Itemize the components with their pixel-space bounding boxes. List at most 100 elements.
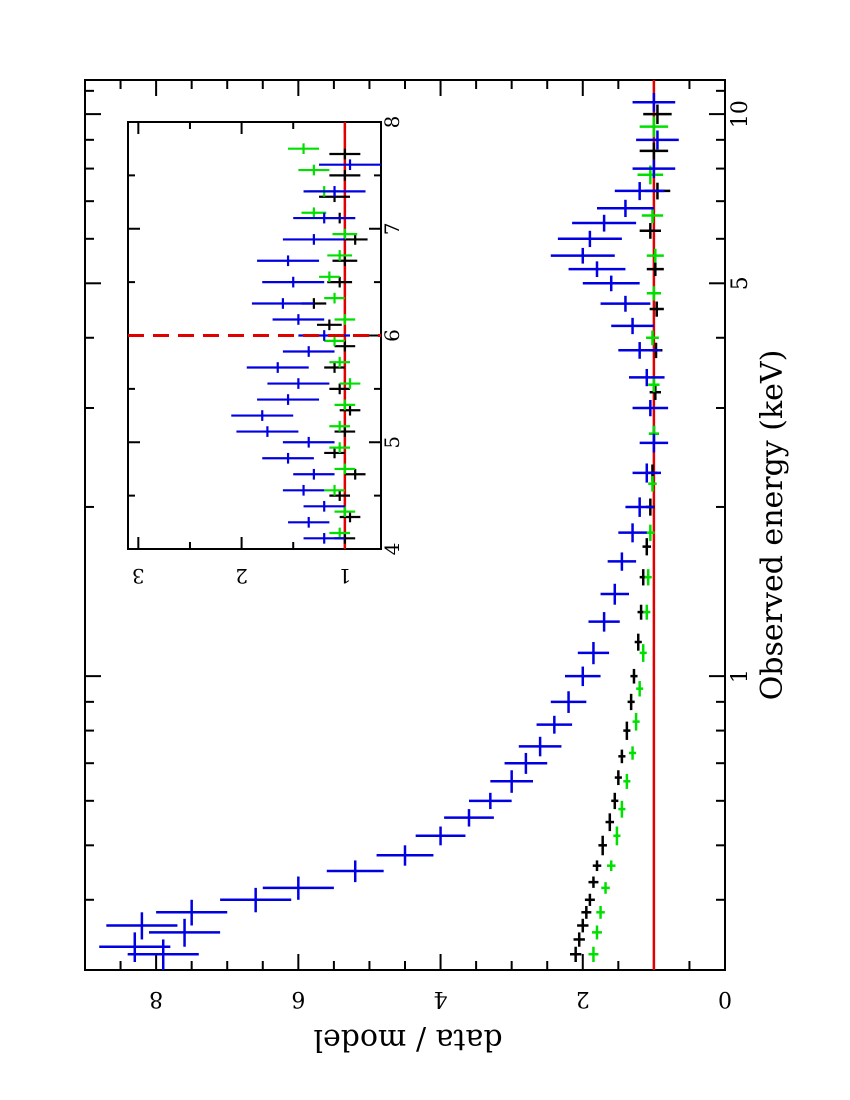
data-point-blue [220, 887, 292, 913]
inset-y-tick-label: 2 [235, 564, 248, 588]
data-point-green [623, 773, 631, 789]
inset-data-point-black [339, 511, 361, 523]
data-point-green [641, 208, 664, 224]
data-point-black [639, 142, 669, 160]
data-point-blue [577, 642, 610, 665]
data-point-blue [156, 899, 228, 926]
data-point-blue [632, 159, 676, 178]
main-ticks [84, 80, 726, 970]
inset-tick-labels: 4 5 6 7 8 1 2 3 [132, 116, 404, 588]
data-point-blue [262, 876, 334, 900]
x-tick-label: 5 [728, 276, 753, 290]
inset-data-point-green [324, 484, 345, 496]
data-point-blue [582, 275, 640, 292]
data-point-blue [504, 752, 548, 774]
inset-data-point-black [342, 234, 368, 245]
data-point-blue [127, 939, 199, 970]
data-point-green [596, 905, 605, 919]
inset-y-tick-label: 1 [338, 564, 351, 588]
inset-data-point-green [334, 463, 356, 475]
data-point-blue [588, 612, 620, 632]
data-point-black [623, 721, 631, 740]
inset-data-point-green [334, 399, 356, 411]
data-point-black [618, 749, 626, 764]
inset-data-point-blue [303, 532, 345, 544]
inset-y-tick-label: 3 [132, 564, 145, 588]
inset-data-point-green [329, 356, 351, 368]
inset-data-point-black [324, 362, 345, 373]
data-point-blue [550, 247, 615, 264]
y-tick-label: 2 [576, 986, 590, 1011]
data-point-blue [565, 666, 601, 687]
inset-data-point-blue [251, 298, 314, 309]
data-point-green [606, 860, 616, 872]
inset-data-point-green [329, 442, 351, 453]
inset-data-point-green [329, 527, 351, 539]
data-point-blue [607, 552, 637, 571]
data-point-black [611, 792, 619, 810]
inset-data-point-green [319, 271, 340, 283]
data-point-blue [618, 523, 647, 543]
data-point-green [646, 286, 661, 301]
inset-data-point-black [334, 340, 356, 352]
inset-data-point-blue [282, 346, 335, 357]
y-tick-label: 8 [149, 986, 163, 1011]
data-point-green [648, 377, 660, 393]
inset-data-point-blue [262, 276, 325, 288]
data-point-black [581, 905, 592, 919]
data-point-black [614, 770, 622, 786]
y-tick-label: 6 [291, 986, 305, 1011]
inset-x-tick-label: 6 [380, 329, 404, 342]
inset-x-tick-label: 4 [380, 543, 404, 556]
data-point-black [649, 301, 664, 317]
data-point-green [636, 681, 644, 697]
data-point-black [649, 384, 661, 400]
inset-data-point-blue [282, 234, 345, 245]
data-point-black [630, 668, 638, 684]
data-point-green [618, 800, 626, 818]
data-point-black [573, 932, 585, 947]
data-point-black [592, 860, 602, 872]
data-point-black [588, 876, 599, 888]
data-point-blue [518, 736, 562, 757]
data-point-black [646, 262, 664, 277]
data-point-green [592, 925, 602, 940]
inset-data-point-blue [257, 394, 320, 405]
inset-data-point-black [329, 490, 351, 501]
data-point-black [627, 693, 635, 711]
data-point-blue [636, 130, 679, 150]
data-point-green [646, 330, 659, 346]
inset-data-point-blue [231, 410, 294, 421]
inset-x-tick-label: 7 [380, 222, 404, 235]
inset-data-point-black [334, 426, 356, 437]
data-point-black [643, 104, 672, 125]
data-point-blue [536, 715, 573, 734]
data-point-blue [625, 497, 654, 517]
inset-x-tick-label: 5 [380, 436, 404, 449]
x-axis-title: Observed energy (keV) [755, 350, 790, 701]
inset-data-point-black [344, 468, 366, 480]
data-point-blue [99, 932, 171, 962]
data-point-black [634, 633, 642, 651]
data-point-blue [106, 912, 178, 940]
inset-data-point-blue [293, 212, 356, 224]
inset-data-point-black [329, 148, 361, 160]
main-tick-labels: 1 5 10 0 2 4 6 8 [149, 100, 753, 1011]
data-point-green [648, 476, 657, 492]
inset-data-point-green [334, 314, 356, 325]
inset-data-point-black [332, 255, 358, 267]
inset-data-point-blue [262, 452, 314, 464]
data-point-blue [572, 214, 637, 232]
inset-data-point-black [327, 276, 353, 288]
data-point-black [569, 946, 582, 962]
inset-data-point-blue [293, 468, 335, 480]
data-point-blue [550, 691, 587, 713]
inset-data-point-green [327, 250, 353, 261]
inset-data-point-blue [236, 426, 299, 437]
data-point-green [588, 946, 599, 962]
inset-data-point-blue [282, 484, 325, 496]
inset-data-point-black [324, 447, 345, 459]
y-tick-label: 0 [718, 986, 732, 1011]
inset-data-point-green [288, 143, 320, 155]
inset-data-point-black [316, 319, 342, 331]
